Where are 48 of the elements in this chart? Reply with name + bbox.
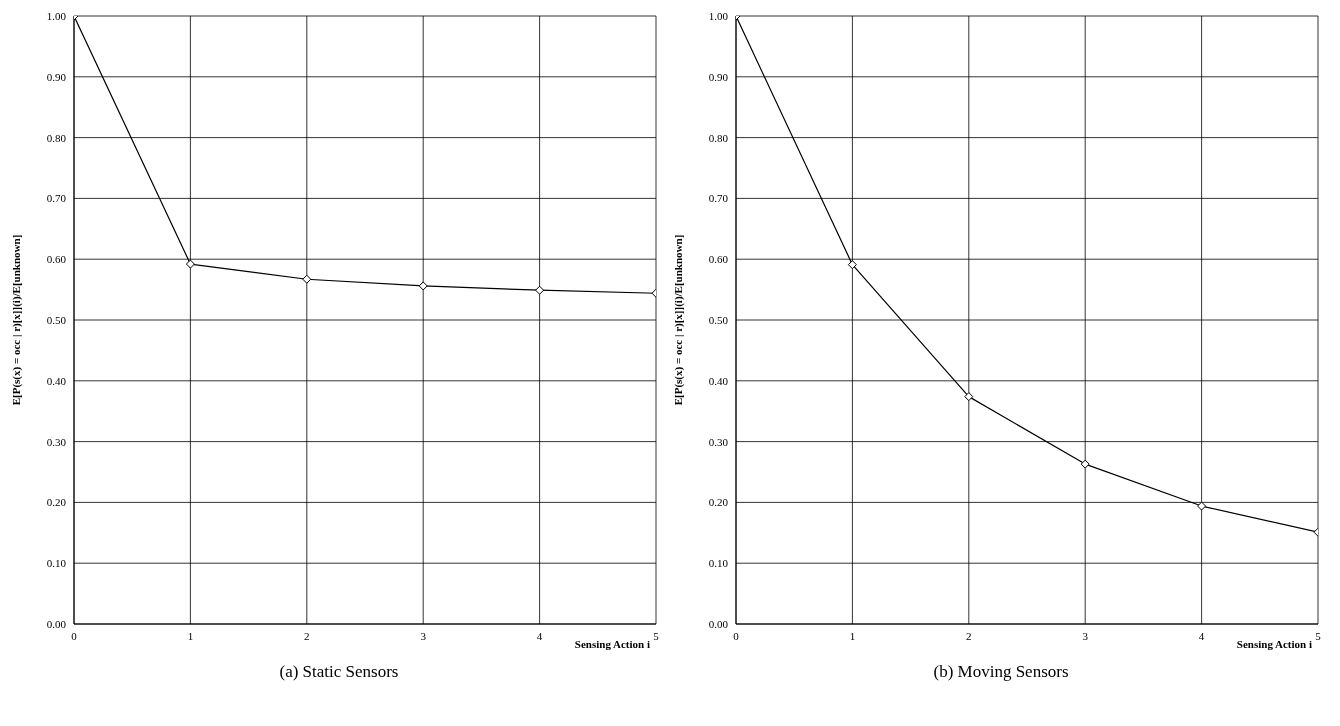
x-tick-label: 3 [420,629,427,642]
x-tick-label: 4 [1198,629,1205,642]
x-tick-label: 5 [1315,629,1322,642]
y-tick-label: 0.90 [708,70,729,83]
y-tick-label: 0.50 [708,313,729,326]
x-tick-label: 0 [733,629,740,642]
x-tick-label: 4 [536,629,543,642]
y-tick-label: 0.00 [708,617,729,630]
y-tick-label: 0.10 [708,557,729,570]
x-axis-title: Sensing Action i [574,638,650,650]
point [418,281,428,291]
point [1080,459,1090,469]
y-tick-label: 0.80 [46,131,67,144]
y-tick-label: 0.80 [708,131,729,144]
point [847,260,857,270]
point [535,285,545,295]
point [185,259,195,269]
y-tick-label: 0.60 [708,253,729,266]
x-tick-label: 3 [1082,629,1089,642]
point [964,392,974,402]
y-tick-label: 0.00 [46,617,67,630]
x-tick-label: 5 [653,629,660,642]
y-tick-label: 0.30 [708,435,729,448]
point [1197,501,1207,511]
y-tick-label: 0.50 [46,313,67,326]
y-axis-title: E[P(s(x) = occ | r)[x]](i)/E[unknown] [671,234,685,406]
y-tick-label: 0.40 [708,374,729,387]
y-tick-label: 0.70 [46,192,67,205]
x-tick-label: 0 [71,629,78,642]
y-tick-label: 0.90 [46,70,67,83]
x-tick-label: 2 [304,629,310,642]
y-tick-label: 0.40 [46,374,67,387]
y-axis-title: E[P(s(x) = occ | r)[x]](i)/E[unknown] [9,234,23,406]
y-tick-label: 0.30 [46,435,67,448]
y-tick-label: 0.60 [46,253,67,266]
y-tick-label: 0.20 [46,496,67,509]
y-tick-label: 0.70 [708,192,729,205]
y-tick-label: 1.00 [708,9,729,22]
x-axis-title: Sensing Action i [1236,638,1312,650]
y-tick-label: 1.00 [46,9,67,22]
y-tick-label: 0.20 [708,496,729,509]
x-tick-label: 1 [849,629,856,642]
text: (b) Moving Sensors [932,662,1070,682]
x-tick-label: 2 [966,629,972,642]
point [302,274,312,284]
x-tick-label: 1 [187,629,194,642]
text: (a) Static Sensors [278,662,400,682]
y-tick-label: 0.10 [46,557,67,570]
